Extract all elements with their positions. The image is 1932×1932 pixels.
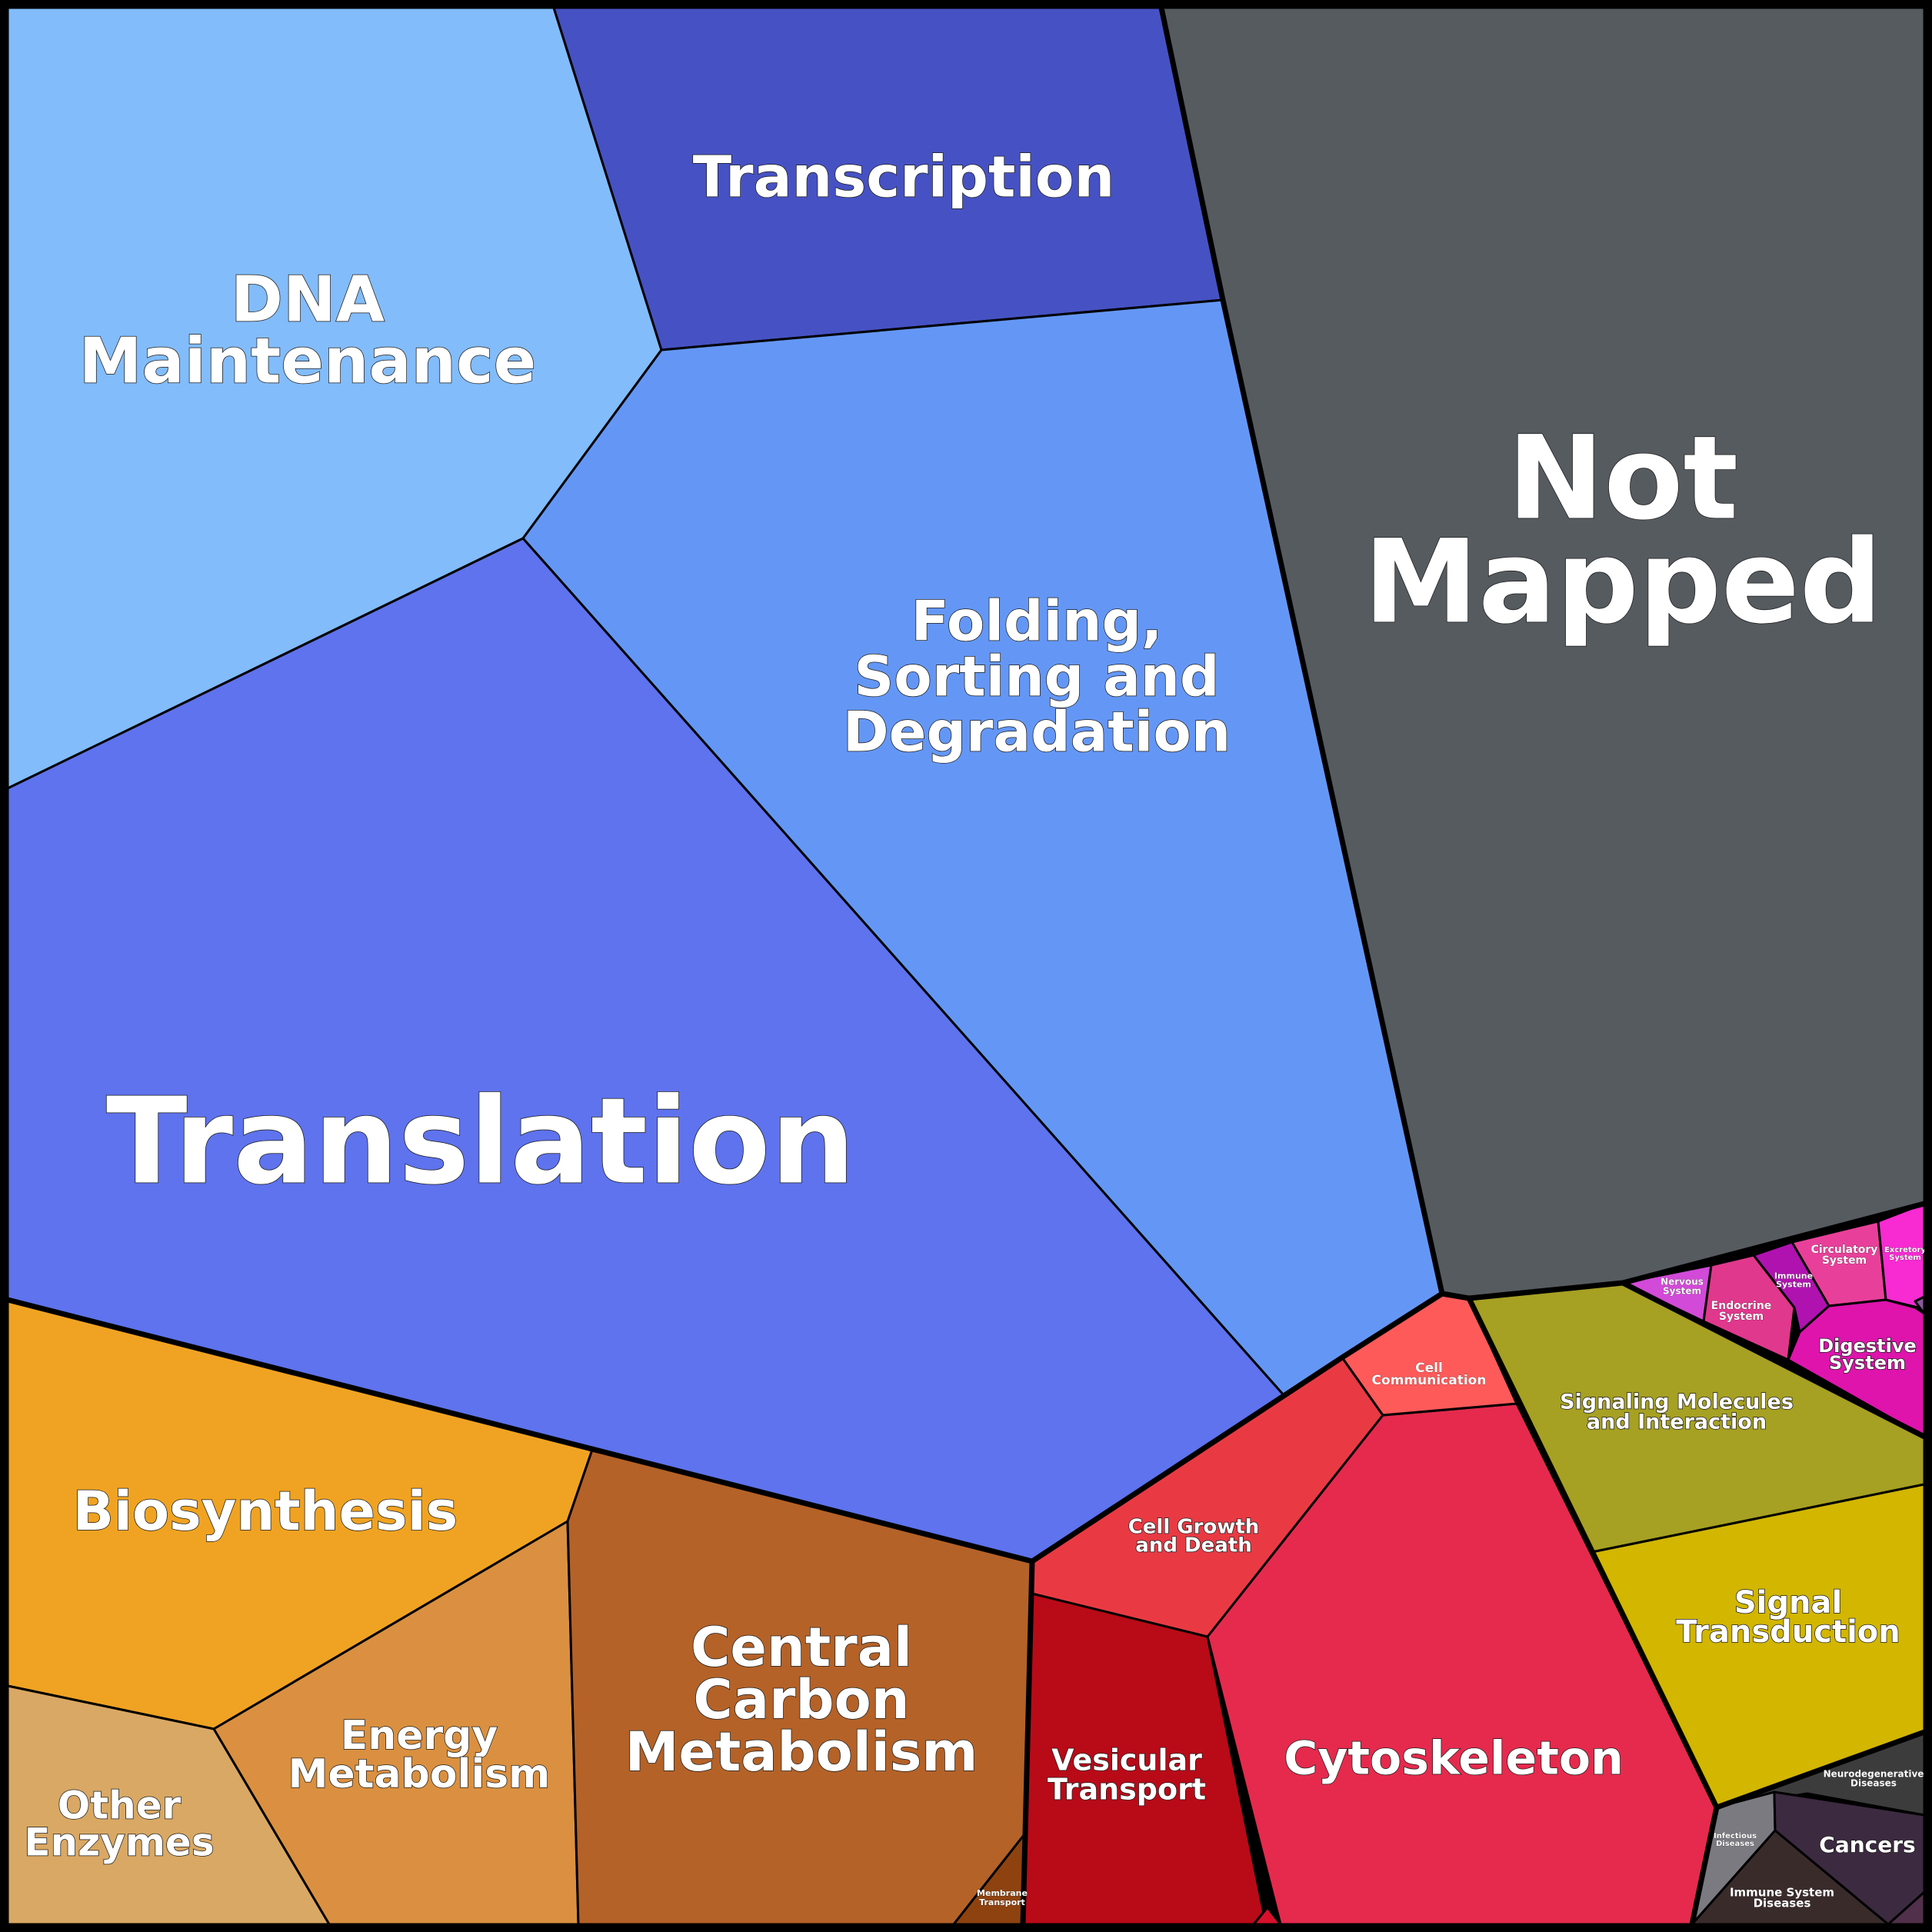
label-circulatory-system-line-1: Circulatory [1811,1244,1878,1256]
label-cell-communication-line-2: Communication [1372,1373,1487,1388]
label-endocrine-system-line-2: System [1719,1311,1764,1323]
label-folding-sorting-degradation-line-3: Degradation [843,700,1231,764]
label-immune-system-line-1: Immune [1774,1271,1813,1281]
label-other-enzymes-line-1: Other [58,1784,182,1828]
label-digestive-system-line-2: System [1829,1352,1906,1374]
label-infectious-diseases-line-1: Infectious [1714,1832,1757,1840]
label-central-carbon-metabolism-line-1: Central [691,1616,912,1679]
group-border-2 [1020,1561,1035,1925]
label-excretory-system-line-1: Excretory [1884,1246,1927,1254]
label-cytoskeleton: Cytoskeleton [1284,1732,1624,1786]
group-border-6 [1621,1280,1926,1440]
label-signaling-molecules-line-2: and Interaction [1587,1411,1767,1434]
label-translation: Translation [106,1071,855,1211]
label-immune-system-line-2: System [1776,1280,1811,1290]
label-digestive-system-line-1: Digestive [1818,1335,1917,1357]
group-border-4 [1441,1291,1720,1925]
label-immune-system-diseases-line-2: Diseases [1754,1897,1811,1910]
label-membrane-transport-line-1: Membrane [977,1888,1028,1898]
label-signaling-molecules-line-1: Signaling Molecules [1560,1391,1794,1414]
group-border-1 [7,1297,1033,1564]
label-transcription: Transcription [693,145,1114,211]
label-central-carbon-metabolism-line-2: Carbon [693,1668,909,1731]
label-cell-growth-and-death-line-1: Cell Growth [1128,1516,1260,1539]
label-nervous-system-line-1: Nervous [1661,1277,1704,1287]
label-neurodegenerative-diseases-line-1: Neurodegenerative [1824,1769,1924,1780]
label-energy-metabolism-line-1: Energy [341,1713,498,1759]
label-circulatory-system-line-2: System [1822,1254,1867,1267]
label-signal-transduction-line-2: Transduction [1676,1614,1900,1650]
label-excretory-system-line-2: System [1889,1254,1921,1262]
label-folding-sorting-degradation-line-2: Sorting and [854,645,1219,709]
label-not-mapped-line-1: Not [1507,412,1738,546]
label-membrane-transport-line-2: Transport [979,1897,1025,1907]
label-signal-transduction-line-1: Signal [1734,1585,1842,1621]
label-not-mapped-line-2: Mapped [1364,516,1882,650]
label-dna-maintenance-line-2: Maintenance [79,325,537,398]
label-cell-communication-line-1: Cell [1415,1361,1443,1376]
label-immune-system-diseases-line-1: Immune System [1730,1886,1834,1900]
label-infectious-diseases-line-2: Diseases [1716,1840,1754,1848]
label-endocrine-system-line-1: Endocrine [1711,1300,1772,1312]
label-cancers: Cancers [1819,1832,1915,1857]
label-vesicular-transport-line-2: Transport [1048,1773,1206,1807]
label-folding-sorting-degradation-line-1: Folding, [911,589,1163,654]
label-biosynthesis: Biosynthesis [73,1480,458,1543]
label-dna-maintenance-line-1: DNA [231,263,385,336]
label-nervous-system-line-2: System [1663,1286,1701,1297]
label-cell-growth-and-death-line-2: and Death [1135,1534,1251,1557]
label-energy-metabolism-line-2: Metabolism [288,1751,551,1797]
label-neurodegenerative-diseases-line-2: Diseases [1850,1778,1897,1789]
label-vesicular-transport-line-1: Vesicular [1051,1744,1202,1777]
group-border-7 [1715,1729,1926,1810]
label-central-carbon-metabolism-line-3: Metabolism [625,1720,978,1784]
label-other-enzymes-line-2: Enzymes [24,1820,214,1865]
